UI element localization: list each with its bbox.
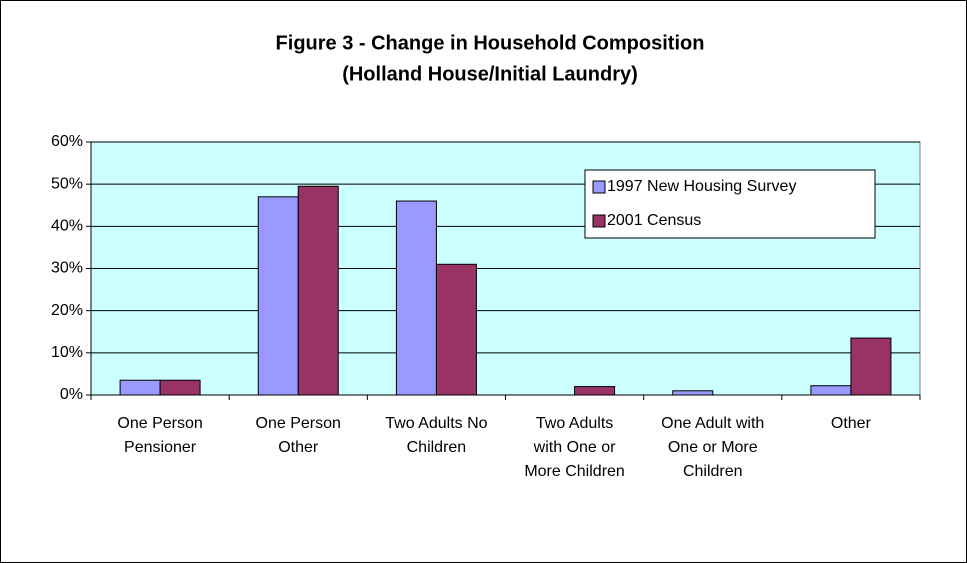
bar: [159, 379, 201, 396]
y-tick-label: 60%: [51, 133, 83, 150]
x-tick-label: Two Adults with One or More Children: [524, 415, 625, 480]
y-tick-label: 50%: [51, 175, 83, 192]
legend-box: [584, 169, 876, 239]
x-tick-label: Other: [830, 415, 871, 432]
chart-title: (Holland House/Initial Laundry): [342, 63, 638, 85]
chart-title: Figure 3 - Change in Household Compositi…: [276, 32, 705, 54]
bar: [297, 185, 339, 396]
bar: [574, 386, 616, 396]
legend-label: 1997 New Housing Survey: [607, 178, 796, 195]
y-tick-label: 20%: [51, 302, 83, 319]
bar: [810, 385, 852, 396]
x-tick-label: One Adult with One or More Children: [661, 415, 765, 480]
x-tick-label: Two Adults No Children: [385, 415, 488, 456]
x-tick-label: One Person Other: [255, 415, 341, 456]
legend-swatch: [592, 214, 606, 228]
bar: [119, 379, 161, 396]
bar: [672, 390, 714, 396]
y-tick-label: 40%: [51, 218, 83, 235]
legend-swatch: [592, 180, 606, 194]
x-tick-label: One Person Pensioner: [117, 415, 203, 456]
y-tick-label: 0%: [60, 386, 83, 403]
legend-label: 2001 Census: [607, 212, 701, 229]
y-tick-label: 30%: [51, 260, 83, 277]
y-tick-label: 10%: [51, 344, 83, 361]
bar: [257, 196, 299, 396]
bar: [435, 263, 477, 396]
bar: [850, 337, 892, 396]
bar: [395, 200, 437, 396]
